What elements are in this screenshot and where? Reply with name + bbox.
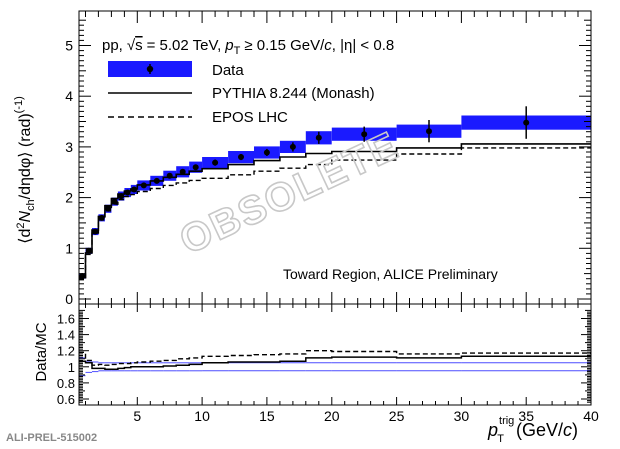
data-point bbox=[316, 135, 322, 141]
upper-y-axis-label: ⟨d2Nch/dηdφ⟩ (rad)(-1) bbox=[13, 96, 37, 244]
legend-data-label: Data bbox=[212, 62, 244, 79]
x-tick-label: 25 bbox=[389, 408, 405, 424]
data-point bbox=[212, 160, 218, 166]
upper-y-tick-label: 5 bbox=[65, 38, 73, 54]
x-axis-label: ptrig T (GeV/c) bbox=[487, 415, 578, 445]
upper-y-tick-label: 0 bbox=[65, 291, 73, 307]
data-point bbox=[154, 178, 160, 184]
x-tick-label: 10 bbox=[194, 408, 210, 424]
data-point bbox=[105, 206, 111, 212]
lower-y-tick-label: 0.8 bbox=[57, 376, 75, 391]
upper-y-tick-label: 3 bbox=[65, 139, 73, 155]
data-point bbox=[290, 144, 296, 150]
data-point bbox=[264, 150, 270, 156]
data-point bbox=[112, 199, 118, 205]
legend-epos-label: EPOS LHC bbox=[212, 109, 288, 126]
upper-y-tick-label: 1 bbox=[65, 240, 73, 256]
upper-y-tick-label: 2 bbox=[65, 190, 73, 206]
legend-data-marker bbox=[147, 66, 153, 72]
data-point bbox=[125, 190, 131, 196]
lower-panel-frame bbox=[79, 304, 591, 405]
data-point bbox=[180, 169, 186, 175]
figure: 0123450.60.811.21.41.65 10 15 20 25 30 35 40 OB… bbox=[0, 0, 620, 449]
data-point bbox=[131, 187, 137, 193]
data-point bbox=[99, 215, 105, 221]
region-label: Toward Region, ALICE Preliminary bbox=[283, 266, 498, 282]
upper-y-tick-label: 4 bbox=[65, 88, 73, 104]
lower-y-tick-label: 1.6 bbox=[57, 312, 75, 327]
legend-pythia-label: PYTHIA 8.244 (Monash) bbox=[212, 85, 375, 102]
lower-y-tick-label: 1.4 bbox=[57, 328, 75, 343]
x-tick-label: 30 bbox=[454, 408, 470, 424]
data-point bbox=[118, 193, 124, 199]
data-systematic-band bbox=[79, 116, 591, 279]
lower-y-axis-label: Data/MC bbox=[33, 322, 50, 381]
figure-id: ALI-PREL-515002 bbox=[6, 432, 97, 444]
x-tick-label: 40 bbox=[583, 408, 599, 424]
lower-y-tick-label: 0.6 bbox=[57, 392, 75, 407]
x-tick-label: 20 bbox=[324, 408, 340, 424]
data-point bbox=[92, 229, 98, 235]
x-tick-label: 15 bbox=[259, 408, 275, 424]
lower-y-tick-label: 1.2 bbox=[57, 344, 75, 359]
data-point bbox=[238, 154, 244, 160]
data-point bbox=[193, 164, 199, 170]
data-point bbox=[167, 173, 173, 179]
data-point bbox=[523, 120, 529, 126]
x-tick-label: 5 bbox=[133, 408, 141, 424]
collision-info: pp, √s = 5.02 TeV, pT ≥ 0.15 GeV/c, |η| < 0.… bbox=[102, 37, 394, 57]
data-point bbox=[426, 128, 432, 134]
legend: Data PYTHIA 8.244 (Monash) EPOS LHC bbox=[108, 61, 375, 126]
data-point bbox=[141, 182, 147, 188]
lower-y-tick-label: 1 bbox=[68, 360, 75, 375]
